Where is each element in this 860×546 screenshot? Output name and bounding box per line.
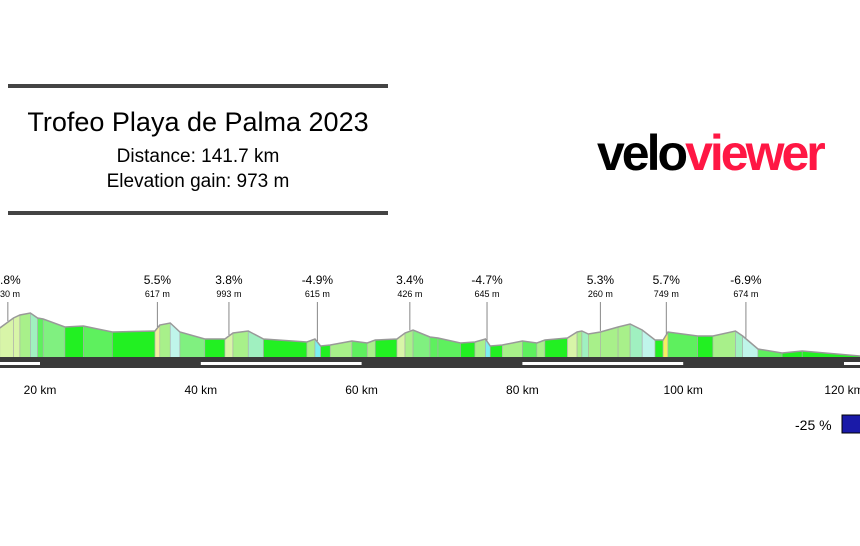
climb-annotation: .8% 30 m [0,273,21,322]
annotation-length: 426 m [397,289,422,299]
annotation-length: 993 m [216,289,241,299]
legend-swatch [841,414,860,434]
profile-segment [204,338,226,359]
profile-segment [567,331,578,359]
annotation-gradient: 5.3% [587,273,615,287]
annotation-gradient: -6.9% [730,273,762,287]
profile-segment [654,339,664,359]
climb-annotation: -6.9% 674 m [730,273,762,338]
climb-annotations: .8% 30 m 5.5% 617 m 3.8% 993 m -4.9% 615 m 3.4% 4… [0,273,762,341]
annotation-length: 674 m [733,289,758,299]
profile-segment [697,335,714,359]
legend-label: -25 % [795,417,832,433]
climb-annotation: 5.7% 749 m [653,273,681,334]
profile-segment [112,330,156,359]
profile-segment [489,344,503,359]
annotation-gradient: 3.4% [396,273,424,287]
profile-segment [30,312,38,359]
x-tick-label: 60 km [345,383,378,397]
logo-viewer: viewer [685,125,825,181]
profile-segment [42,318,66,359]
road-stripe [844,362,860,365]
profile-segment [404,329,414,359]
climb-annotation: 5.3% 260 m [587,273,615,331]
annotation-length: 617 m [145,289,170,299]
x-tick-label: 20 km [24,383,57,397]
annotation-length: 749 m [654,289,679,299]
climb-annotation: 3.8% 993 m [215,273,243,335]
profile-segment [37,317,44,359]
climb-annotation: 3.4% 426 m [396,273,424,331]
profile-segment [320,344,331,359]
profile-segment [460,341,476,359]
elevation-gain-text: Elevation gain: 973 m [107,171,290,192]
profile-segment [588,331,601,359]
header-bottom-rule [8,211,388,215]
annotation-length: 615 m [305,289,330,299]
veloviewer-logo: veloviewer [597,125,828,181]
road-stripes [0,362,860,365]
profile-segment [159,322,171,359]
profile-segment [351,340,368,359]
road-stripe [0,362,40,365]
logo-velo: velo [597,125,687,181]
annotation-gradient: 3.8% [215,273,243,287]
road-stripe [522,362,684,365]
climb-annotation: -4.7% 645 m [471,273,503,341]
annotation-gradient: 5.5% [144,273,172,287]
profile-segment [374,338,398,359]
profile-segment [0,317,14,359]
svg-text:veloviewer: veloviewer [597,125,825,181]
profile-segment [13,314,21,359]
gradient-legend: -25 % [795,414,860,434]
annotation-gradient: -4.7% [471,273,503,287]
x-tick-label: 40 km [184,383,217,397]
x-axis-ticks: 20 km 40 km 60 km 80 km 100 km 120 km [24,383,860,397]
climb-annotation: 5.5% 617 m [144,273,172,327]
profile-outline [0,312,860,357]
profile-segment [429,336,439,359]
x-tick-label: 80 km [506,383,539,397]
profile-segment [576,330,583,359]
header: Trofeo Playa de Palma 2023 Distance: 141… [8,84,388,215]
annotation-length: 645 m [475,289,500,299]
profile-segment [64,325,84,359]
profile-segment [522,340,538,359]
annotation-gradient: .8% [0,273,21,287]
road-bar [0,357,860,368]
annotation-length: 260 m [588,289,613,299]
profile-segment [617,323,631,359]
profile-segment [544,337,568,359]
race-title: Trofeo Playa de Palma 2023 [27,107,368,137]
profile-segment [232,330,249,359]
profile-segment [581,330,589,359]
distance-text: Distance: 141.7 km [117,146,280,167]
annotation-length: 30 m [0,289,20,299]
annotation-gradient: -4.9% [302,273,334,287]
road-stripe [200,362,362,365]
x-tick-label: 100 km [664,383,703,397]
profile-segment [19,312,31,359]
climb-annotation: -4.9% 615 m [302,273,334,341]
profile-segments [0,312,860,359]
header-top-rule [8,84,388,88]
x-tick-label: 120 km [824,383,860,397]
annotation-gradient: 5.7% [653,273,681,287]
